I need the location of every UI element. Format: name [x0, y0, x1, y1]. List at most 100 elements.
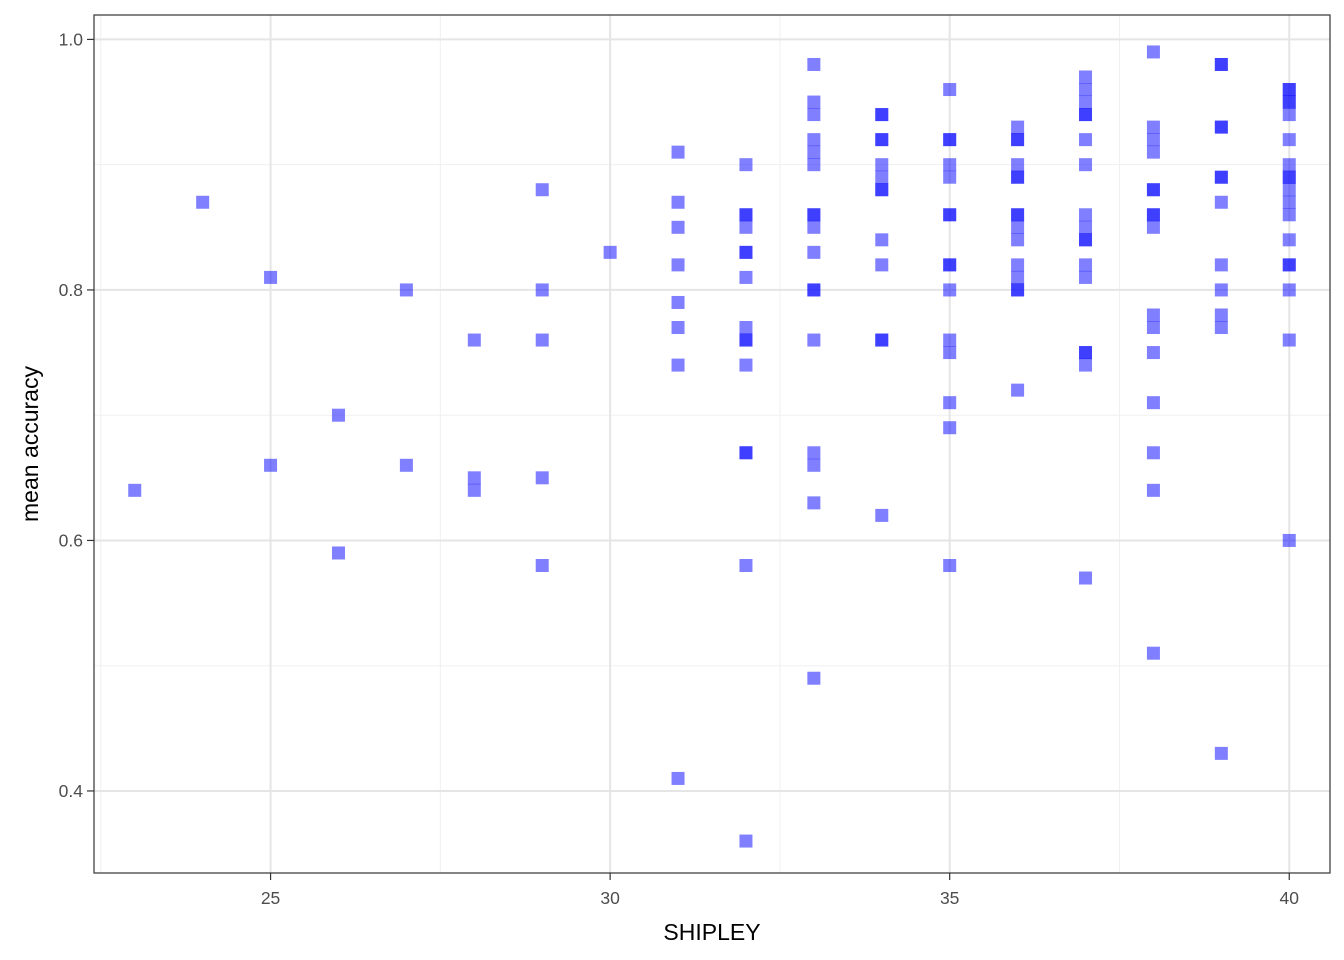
data-point: [1214, 283, 1228, 297]
data-point: [1146, 120, 1160, 134]
data-point: [1146, 133, 1160, 147]
data-point: [535, 183, 549, 197]
data-point: [1214, 308, 1228, 322]
data-point: [1214, 258, 1228, 272]
data-point: [1011, 270, 1025, 284]
data-point: [1079, 108, 1093, 122]
data-point: [875, 133, 889, 147]
data-point: [264, 270, 278, 284]
data-point: [1079, 95, 1093, 109]
data-point: [1282, 533, 1296, 547]
data-point: [739, 245, 753, 259]
data-point: [1011, 120, 1025, 134]
data-point: [943, 258, 957, 272]
data-point: [807, 95, 821, 109]
data-point: [807, 458, 821, 472]
data-point: [943, 333, 957, 347]
data-point: [1011, 283, 1025, 297]
data-point: [1079, 158, 1093, 172]
x-tick-label: 30: [600, 888, 620, 908]
data-point: [1146, 646, 1160, 660]
data-point: [399, 458, 413, 472]
data-point: [1011, 258, 1025, 272]
data-point: [739, 158, 753, 172]
data-point: [1011, 208, 1025, 222]
data-point: [943, 170, 957, 184]
data-point: [1146, 446, 1160, 460]
data-point: [875, 233, 889, 247]
data-point: [807, 446, 821, 460]
data-point: [943, 158, 957, 172]
data-point: [1079, 346, 1093, 360]
data-point: [943, 346, 957, 360]
data-point: [1011, 170, 1025, 184]
data-point: [943, 559, 957, 572]
data-point: [807, 108, 821, 122]
data-point: [1011, 383, 1025, 397]
data-point: [1282, 333, 1296, 347]
data-point: [671, 771, 685, 785]
data-point: [1079, 270, 1093, 284]
data-point: [807, 208, 821, 222]
data-point: [943, 396, 957, 410]
data-point: [1146, 321, 1160, 335]
data-point: [875, 258, 889, 272]
data-point: [1214, 120, 1228, 134]
data-point: [739, 321, 753, 335]
data-point: [807, 671, 821, 685]
data-point: [1282, 183, 1296, 197]
data-point: [739, 446, 753, 460]
data-point: [1214, 321, 1228, 335]
data-point: [1146, 145, 1160, 159]
data-point: [807, 57, 821, 71]
data-point: [1214, 195, 1228, 209]
data-point: [1011, 233, 1025, 247]
data-point: [1079, 208, 1093, 222]
data-point: [1282, 158, 1296, 172]
data-point: [807, 245, 821, 259]
data-point: [196, 195, 210, 209]
data-point: [1011, 133, 1025, 147]
data-point: [739, 834, 753, 848]
data-point: [875, 158, 889, 172]
data-point: [1282, 95, 1296, 109]
data-point: [535, 559, 549, 572]
data-point: [264, 458, 278, 472]
grid-lines: [94, 15, 1330, 873]
data-point: [739, 559, 753, 572]
data-point: [467, 333, 481, 347]
data-point: [943, 208, 957, 222]
data-point: [875, 183, 889, 197]
data-point: [739, 358, 753, 372]
data-point: [739, 220, 753, 234]
data-point: [1146, 45, 1160, 59]
data-point: [1079, 70, 1093, 84]
data-point: [128, 483, 142, 497]
data-points: [128, 45, 1296, 848]
data-point: [807, 220, 821, 234]
data-point: [807, 496, 821, 510]
data-point: [1282, 170, 1296, 184]
data-point: [671, 195, 685, 209]
data-point: [1146, 396, 1160, 410]
x-tick-label: 35: [940, 888, 959, 908]
data-point: [1079, 233, 1093, 247]
data-point: [331, 546, 345, 560]
data-point: [671, 358, 685, 372]
data-point: [943, 421, 957, 435]
data-point: [1282, 233, 1296, 247]
data-point: [1146, 183, 1160, 197]
data-point: [875, 508, 889, 522]
data-point: [807, 333, 821, 347]
data-point: [535, 333, 549, 347]
data-point: [943, 133, 957, 147]
data-point: [1146, 346, 1160, 360]
data-point: [671, 321, 685, 335]
x-axis: 25 30 35 40: [261, 873, 1299, 908]
data-point: [535, 283, 549, 297]
data-point: [1282, 133, 1296, 147]
y-tick-label: 0.6: [59, 530, 83, 550]
data-point: [399, 283, 413, 297]
data-point: [1146, 220, 1160, 234]
y-tick-label: 0.4: [59, 781, 84, 801]
